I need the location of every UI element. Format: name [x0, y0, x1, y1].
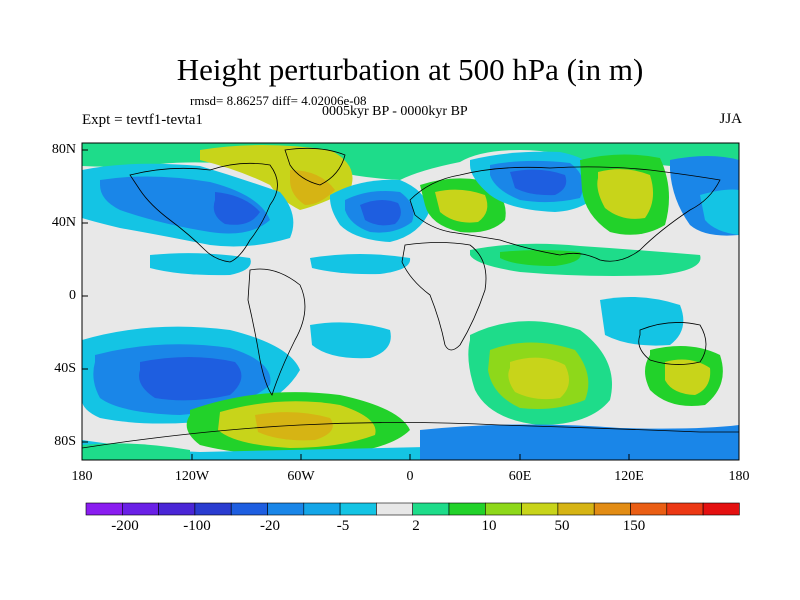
contour-sind-yellow: [508, 357, 569, 400]
colorbar-swatch: [267, 502, 305, 516]
experiment-label: Expt = tevtf1-tevta1: [82, 112, 203, 128]
contour-aus-cyan: [600, 296, 684, 346]
colorbar-swatch: [666, 502, 704, 516]
colorbar-swatch: [303, 502, 341, 516]
colorbar-label: -5: [336, 518, 350, 534]
colorbar-swatch: [702, 502, 740, 516]
coast-greenland: [284, 147, 346, 186]
season-label: JJA: [719, 111, 742, 127]
lat-label-80n: 80N: [51, 142, 76, 157]
contour-spac-darkblue: [139, 357, 242, 401]
colorbar-label: -100: [183, 518, 211, 534]
contour-asia-yellow: [597, 169, 654, 219]
contour-trop-atl-cyan: [310, 254, 411, 275]
contour-npac-east-cyan: [700, 189, 739, 235]
colorbar-swatch: [593, 502, 631, 516]
contour-spac-east-cyan: [310, 322, 391, 359]
colorbar-swatch: [630, 502, 668, 516]
contour-antarctic-blue: [420, 424, 739, 460]
contour-trop-green-2: [500, 250, 581, 266]
contour-aus-yellow: [665, 359, 711, 395]
colorbar-swatch: [158, 502, 196, 516]
lat-label-0: 0: [69, 288, 76, 303]
map-field: [82, 143, 739, 460]
colorbar-label: -200: [111, 518, 139, 534]
colorbar-swatch: [448, 502, 486, 516]
coast-africa: [401, 242, 487, 351]
stats-line: rmsd= 8.86257 diff= 4.02006e-08: [190, 93, 367, 108]
colorbar-swatch: [521, 502, 559, 516]
colorbar-swatch: [194, 502, 232, 516]
axis-ticks: [82, 149, 630, 460]
contour-namerica-darkblue: [213, 192, 260, 225]
map-title: Height perturbation at 500 hPa (in m): [176, 52, 644, 87]
period-label: 0005kyr BP - 0000kyr BP: [322, 104, 468, 119]
lon-label-60e: 60E: [508, 469, 532, 484]
colorbar-swatch: [230, 502, 268, 516]
contour-socean-orange: [255, 412, 333, 441]
contour-antarctic-green: [82, 443, 190, 460]
contour-siberia-darkblue: [510, 169, 567, 196]
lon-label-60w: 60W: [287, 469, 315, 484]
contour-trop-pac-cyan: [150, 253, 251, 276]
colorbar-label: 2: [412, 518, 420, 534]
contour-natl-darkblue: [360, 199, 401, 226]
colorbar-swatch: [412, 502, 450, 516]
colorbar-label: 150: [622, 518, 646, 534]
colorbar-swatch: [85, 502, 123, 516]
lon-label-0: 0: [406, 469, 414, 484]
lat-label-80s: 80S: [54, 434, 76, 449]
coast-antarctica: [82, 422, 739, 449]
colorbar-swatch: [122, 502, 159, 516]
colorbar-label: 10: [481, 518, 497, 534]
lat-label-40s: 40S: [54, 361, 76, 376]
colorbar-swatch: [376, 502, 413, 516]
lat-label-40n: 40N: [51, 215, 76, 230]
colorbar: [85, 502, 740, 516]
colorbar-swatch: [484, 502, 522, 516]
contour-greenland-orange: [290, 170, 335, 205]
colorbar-swatch: [557, 502, 595, 516]
coast-south-america: [247, 268, 306, 396]
colorbar-label: 50: [554, 518, 570, 534]
lon-label-120e: 120E: [614, 469, 644, 484]
lon-label-180-east: 180: [728, 469, 750, 484]
coast-australia: [638, 322, 707, 365]
lon-label-180-west: 180: [71, 469, 93, 484]
colorbar-swatch: [339, 502, 377, 516]
lon-label-120w: 120W: [174, 469, 210, 484]
coast-europe-asia: [409, 166, 721, 262]
coastlines: [82, 147, 739, 449]
colorbar-label: -20: [260, 518, 280, 534]
coast-north-america: [129, 162, 278, 263]
contour-eurasia-yellow: [435, 189, 488, 223]
